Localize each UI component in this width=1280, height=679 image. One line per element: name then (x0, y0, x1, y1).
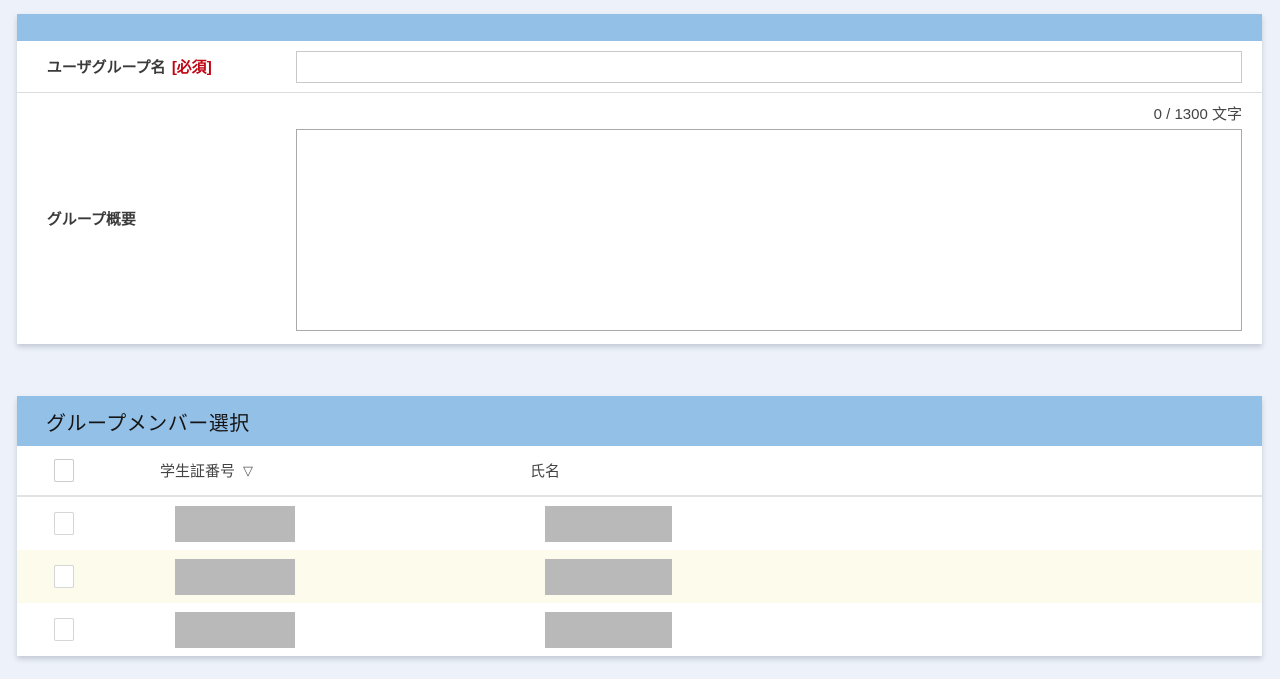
row-checkbox[interactable] (54, 618, 74, 641)
name-redacted-block (545, 558, 672, 595)
col-student-id[interactable]: 学生証番号 ▽ (137, 460, 498, 481)
form-row-group-name: ユーザグループ名 [必須] (17, 41, 1262, 93)
name-redacted-block (545, 505, 672, 542)
name-redacted-block (545, 611, 672, 648)
row-name-cell (498, 505, 1262, 542)
group-name-input-cell (296, 50, 1262, 83)
group-desc-input-cell: 0 / 1300 文字 (296, 93, 1262, 344)
group-name-input[interactable] (296, 50, 1242, 83)
member-row[interactable] (17, 603, 1262, 656)
row-name-cell (498, 611, 1262, 648)
required-badge: [必須] (171, 59, 212, 76)
student-id-redacted-block (175, 505, 295, 542)
group-name-label: ユーザグループ名 [必須] (17, 56, 296, 77)
row-student-id-cell (137, 611, 498, 648)
student-id-redacted-block (175, 611, 295, 648)
row-check-cell (17, 618, 137, 641)
member-table-header: 学生証番号 ▽ 氏名 (17, 446, 1262, 497)
member-row[interactable] (17, 550, 1262, 603)
col-student-id-label: 学生証番号 (160, 463, 236, 480)
row-checkbox[interactable] (54, 512, 74, 535)
group-form-panel: ユーザグループ名 [必須] グループ概要 0 / 1300 文字 (17, 14, 1262, 344)
group-desc-textarea[interactable] (296, 129, 1242, 331)
row-check-cell (17, 512, 137, 535)
member-panel-title: グループメンバー選択 (46, 412, 250, 435)
row-student-id-cell (137, 505, 498, 542)
sort-down-icon[interactable]: ▽ (243, 462, 254, 478)
form-row-group-desc: グループ概要 0 / 1300 文字 (17, 93, 1262, 344)
student-id-redacted-block (175, 558, 295, 595)
col-name-label: 氏名 (530, 463, 561, 480)
char-counter: 0 / 1300 文字 (1153, 106, 1242, 123)
group-desc-label: グループ概要 (17, 93, 296, 344)
member-panel-header: グループメンバー選択 (17, 396, 1262, 446)
select-all-checkbox[interactable] (54, 459, 74, 482)
row-student-id-cell (137, 558, 498, 595)
group-name-label-text: ユーザグループ名 (47, 59, 166, 76)
member-table-body (17, 497, 1262, 656)
row-name-cell (498, 558, 1262, 595)
col-name: 氏名 (498, 460, 1262, 481)
group-desc-label-text: グループ概要 (47, 211, 137, 228)
row-checkbox[interactable] (54, 565, 74, 588)
member-select-panel: グループメンバー選択 学生証番号 ▽ 氏名 (17, 396, 1262, 656)
row-check-cell (17, 565, 137, 588)
select-all-cell (17, 459, 137, 482)
member-row[interactable] (17, 497, 1262, 550)
form-panel-title-bar (17, 14, 1262, 41)
